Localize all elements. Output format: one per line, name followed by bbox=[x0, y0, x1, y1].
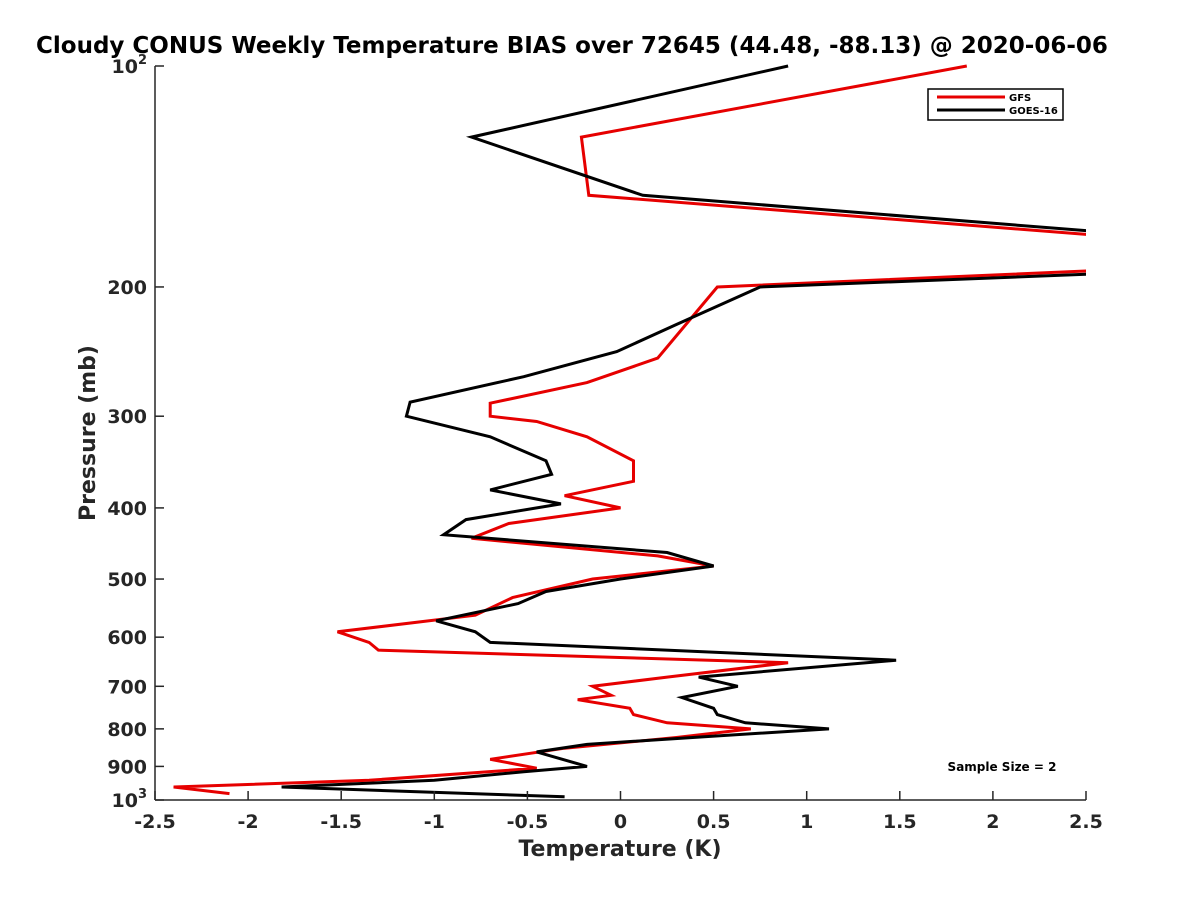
x-tick-label: -2 bbox=[238, 811, 259, 833]
x-tick-label: -0.5 bbox=[507, 811, 549, 833]
sample-size-annotation: Sample Size = 2 bbox=[948, 760, 1057, 774]
x-tick-label: 0 bbox=[614, 811, 627, 833]
y-tick-label: 700 bbox=[107, 676, 147, 698]
legend-box bbox=[927, 88, 1064, 121]
y-tick-label: 200 bbox=[107, 277, 147, 299]
y-axis-ticks: 102 200 300 400 500 600 700 800 900 103 bbox=[107, 53, 164, 812]
y-tick-label: 102 bbox=[112, 53, 148, 78]
series-line-goes-16 bbox=[281, 64, 1086, 799]
x-tick-label: -1.5 bbox=[320, 811, 362, 833]
chart-title: Cloudy CONUS Weekly Temperature BIAS ove… bbox=[36, 33, 1108, 59]
x-tick-label: 1.5 bbox=[883, 811, 917, 833]
y-tick-label: 500 bbox=[107, 569, 147, 591]
x-tick-label: -2.5 bbox=[134, 811, 176, 833]
y-tick-label: 600 bbox=[107, 627, 147, 649]
x-tick-label: 1 bbox=[800, 811, 813, 833]
y-tick-label: 800 bbox=[107, 719, 147, 741]
y-tick-label: 103 bbox=[112, 787, 148, 812]
x-tick-label: 0.5 bbox=[697, 811, 731, 833]
legend-label-goes-16: GOES-16 bbox=[1009, 106, 1058, 117]
y-tick-label: 300 bbox=[107, 406, 147, 428]
x-tick-label: 2 bbox=[986, 811, 999, 833]
x-axis-label: Temperature (K) bbox=[518, 837, 721, 862]
x-tick-label: 2.5 bbox=[1069, 811, 1103, 833]
plot-lines bbox=[173, 64, 1086, 799]
y-axis-label: Pressure (mb) bbox=[76, 345, 101, 521]
x-axis-ticks: -2.5 -2 -1.5 -1 -0.5 0 0.5 1 1.5 2 2.5 bbox=[134, 791, 1103, 833]
legend-label-gfs: GFS bbox=[1009, 93, 1031, 104]
y-tick-label: 400 bbox=[107, 498, 147, 520]
x-tick-label: -1 bbox=[424, 811, 445, 833]
legend: GFS GOES-16 bbox=[927, 88, 1064, 121]
series-line-gfs bbox=[173, 64, 1086, 796]
y-tick-label: 900 bbox=[107, 756, 147, 778]
axes bbox=[154, 66, 1086, 801]
